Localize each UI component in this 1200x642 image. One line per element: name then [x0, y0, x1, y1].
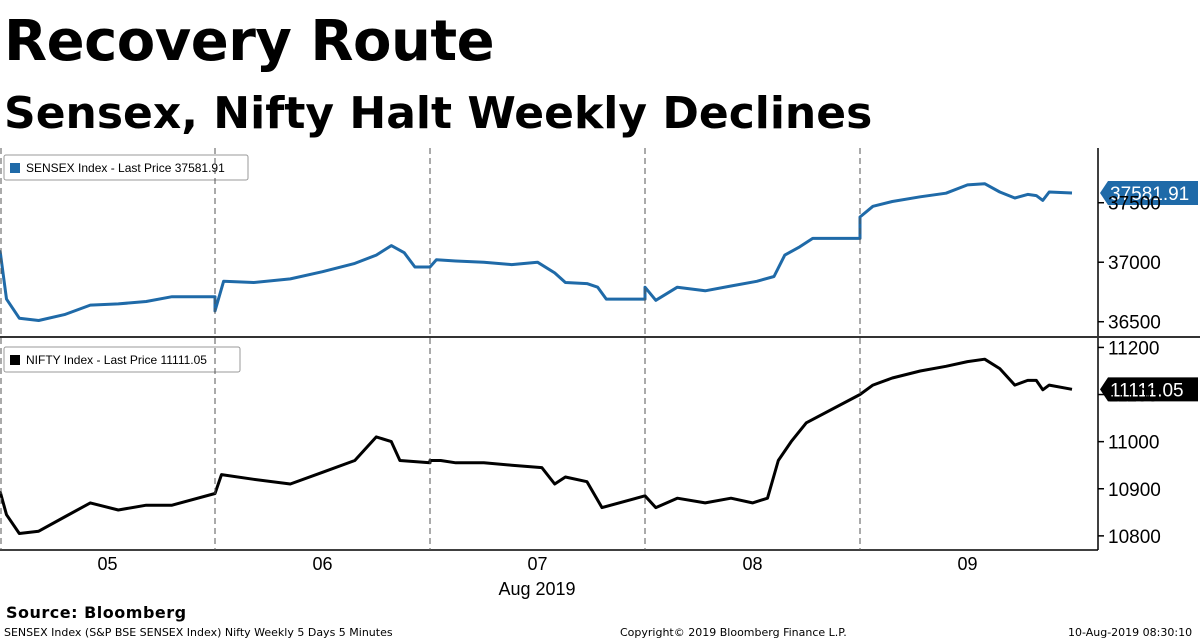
nifty-legend-frame — [3, 346, 241, 373]
nifty-legend-text: NIFTY Index - Last Price 11111.05 — [26, 353, 207, 367]
sensex-last-price-tag-bg — [1100, 180, 1198, 205]
sensex-last-price-value: 37581.91 — [1110, 184, 1189, 205]
nifty-price-line — [0, 357, 1073, 535]
nifty-series-group: 11111.05 — [0, 357, 1198, 535]
y-tick-label: 37000 — [1108, 253, 1161, 274]
source-label: Source: Bloomberg — [6, 603, 187, 622]
nifty-legend: NIFTY Index - Last Price 11111.05 — [3, 346, 241, 373]
sensex-legend-text: SENSEX Index - Last Price 37581.91 — [26, 161, 225, 175]
nifty-last-price-tag-bg — [1100, 377, 1198, 402]
sensex-legend-frame — [3, 154, 249, 181]
sensex-series-group: 37581.91 — [0, 180, 1198, 322]
x-tick-label: 05 — [97, 554, 117, 574]
nifty-legend-swatch — [10, 355, 20, 365]
chart-area: SENSEX Index - Last Price 37581.91 NIFTY… — [0, 148, 1200, 599]
y-tick-label: 36500 — [1108, 313, 1161, 334]
nifty-last-price-tag: 11111.05 — [1100, 377, 1198, 402]
y-tick-label: 10900 — [1108, 480, 1161, 501]
x-tick-label: 06 — [312, 554, 332, 574]
x-tick-label: 09 — [957, 554, 977, 574]
nifty-last-price-value: 11111.05 — [1110, 380, 1184, 401]
x-tick-label: 08 — [742, 554, 762, 574]
sensex-last-price-tag: 37581.91 — [1100, 180, 1198, 205]
y-tick-label: 10800 — [1108, 527, 1161, 548]
footer-copyright: Copyright© 2019 Bloomberg Finance L.P. — [620, 626, 847, 639]
sensex-price-line — [0, 182, 1073, 322]
footer-timestamp: 10-Aug-2019 08:30:10 — [1068, 626, 1193, 639]
chart-subtitle: Sensex, Nifty Halt Weekly Declines — [4, 88, 873, 139]
y-tick-label: 11100 — [1108, 386, 1158, 407]
sensex-legend-swatch — [10, 163, 20, 173]
axes-group: 36500 37000 37500 10800 10900 11000 11100 11200… — [0, 148, 1161, 599]
y-tick-label: 37500 — [1108, 194, 1161, 215]
y-tick-label: 11000 — [1108, 433, 1159, 454]
chart-title: Recovery Route — [4, 9, 495, 74]
sensex-legend: SENSEX Index - Last Price 37581.91 — [3, 154, 249, 181]
y-tick-label: 11200 — [1108, 338, 1159, 359]
x-tick-label: 07 — [527, 554, 547, 574]
footer-series-note: SENSEX Index (S&P BSE SENSEX Index) Nift… — [4, 626, 393, 639]
x-month-label: Aug 2019 — [498, 579, 575, 599]
